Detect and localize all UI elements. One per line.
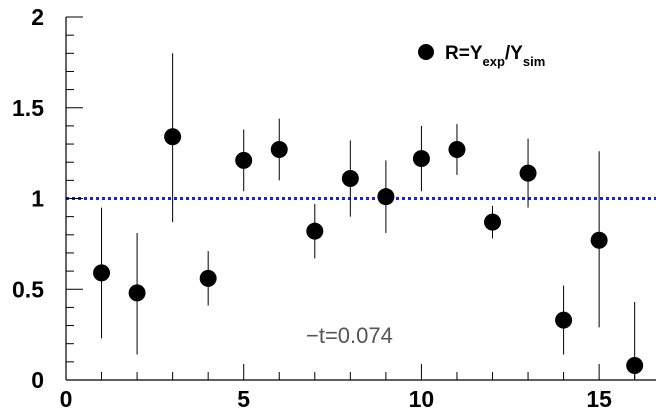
- data-point: [306, 222, 324, 240]
- data-point: [341, 170, 359, 188]
- axis-layer: 0 0.5 1 1.5 2 0 5 10 15: [12, 4, 656, 412]
- data-point: [590, 231, 608, 249]
- data-layer: [93, 53, 644, 380]
- data-point: [519, 164, 537, 182]
- data-point: [270, 140, 288, 158]
- legend-marker: [418, 44, 434, 60]
- data-point: [235, 151, 253, 169]
- annotation-t-value: −t=0.074: [306, 323, 393, 348]
- data-point: [484, 213, 502, 231]
- y-tick-label: 0.5: [12, 276, 44, 302]
- x-tick-label: 15: [586, 386, 612, 412]
- data-point: [555, 311, 573, 329]
- legend-label: R=Yexp/Ysim: [445, 43, 545, 69]
- data-point: [199, 269, 217, 287]
- x-tick-label: 0: [60, 386, 73, 412]
- data-point: [93, 264, 111, 282]
- data-point: [448, 140, 466, 158]
- data-point: [412, 150, 430, 168]
- y-tick-label: 0: [31, 367, 44, 393]
- legend-main: R=Y: [445, 43, 483, 64]
- data-point: [164, 128, 182, 146]
- data-point: [128, 284, 146, 302]
- x-tick-label: 10: [409, 386, 435, 412]
- y-tick-label: 1.5: [12, 95, 44, 121]
- legend-mid: /Y: [505, 43, 523, 64]
- y-tick-label: 2: [31, 4, 44, 30]
- legend-sub-exp: exp: [483, 54, 505, 69]
- data-point: [377, 188, 395, 206]
- legend-sub-sim: sim: [523, 54, 545, 69]
- data-point: [626, 356, 644, 374]
- legend: R=Yexp/Ysim: [418, 43, 545, 69]
- y-tick-label: 1: [31, 186, 44, 212]
- x-tick-label: 5: [237, 386, 250, 412]
